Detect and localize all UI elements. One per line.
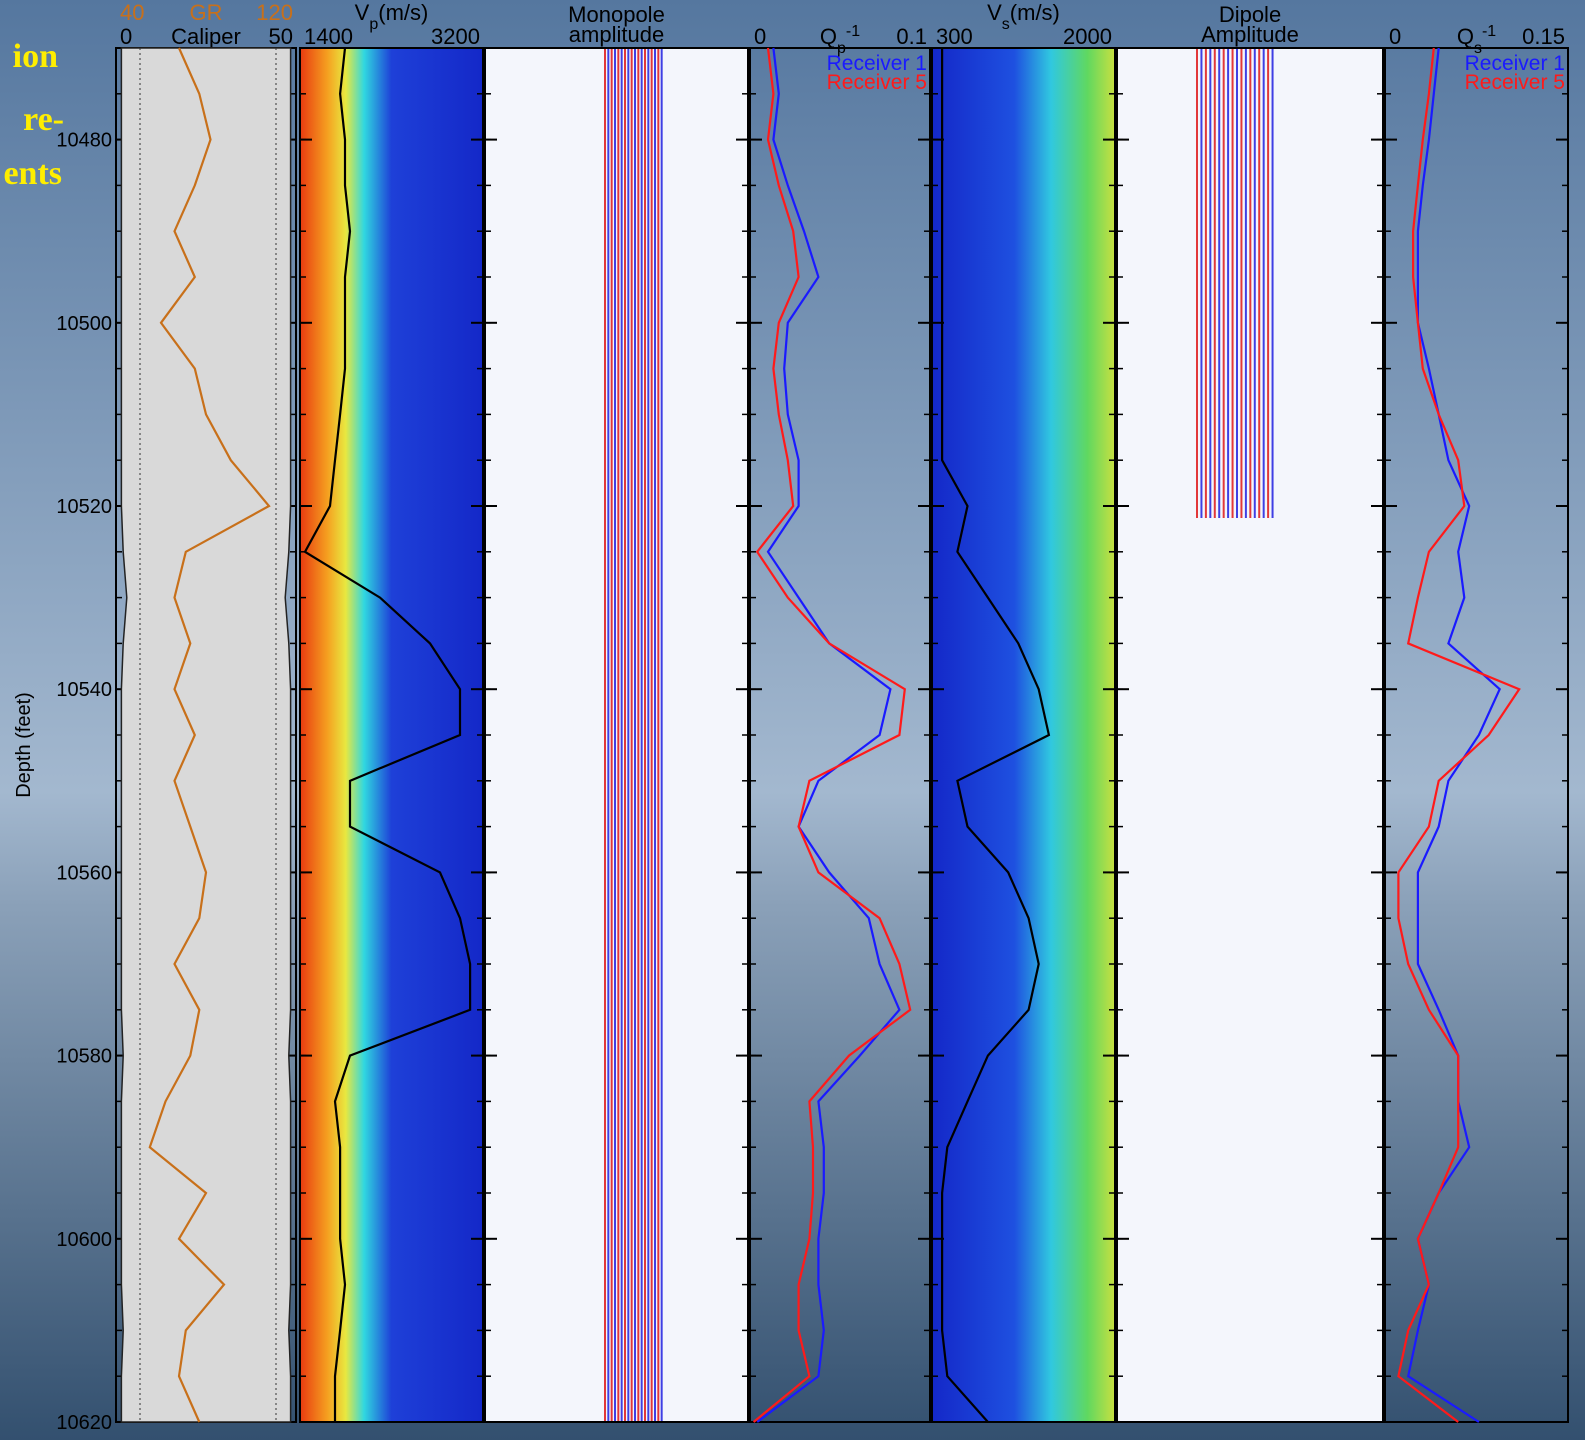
y-tick-label: 10620 — [56, 1412, 112, 1434]
waveform-background — [485, 48, 748, 1422]
log-curve — [1397, 47, 1521, 1423]
log-curve — [756, 47, 901, 1423]
axis-title: GR — [190, 0, 223, 25]
x-tick-label: 1400 — [304, 24, 353, 49]
axis-title: Caliper — [171, 24, 241, 49]
log-tracks: ion re-ents Depth (feet) 10480 10500 10520 105… — [3, 0, 1569, 1434]
log-curve — [752, 47, 912, 1423]
heatmap-background — [932, 48, 1115, 1422]
y-tick-label: 10580 — [56, 1046, 112, 1068]
legend-entry: Receiver 5 — [827, 71, 927, 94]
x-tick-label: 2000 — [1063, 24, 1112, 49]
y-tick-label: 10520 — [56, 496, 112, 518]
axis-title-part: s — [1002, 16, 1010, 33]
x-tick-label: 300 — [936, 24, 973, 49]
axis-title-part: s — [1474, 40, 1482, 57]
x-tick-label: 120 — [256, 0, 293, 25]
axis-title-part: -1 — [1482, 23, 1496, 40]
title-fragment: ents — [3, 155, 62, 192]
y-tick-label: 10560 — [56, 862, 112, 884]
y-tick-label: 10540 — [56, 679, 112, 701]
axis-title-part: V — [355, 0, 370, 25]
legend-entry: Receiver 1 — [1465, 52, 1565, 75]
axis-title-part: Q — [820, 24, 837, 49]
y-tick-label: 10600 — [56, 1229, 112, 1251]
axis-title-part: Caliper — [171, 24, 241, 49]
caliper-area — [120, 47, 292, 1423]
axis-title-part: (m/s) — [1010, 0, 1060, 25]
axis-title-part: -1 — [846, 23, 860, 40]
x-tick-label: 0.15 — [1522, 24, 1565, 49]
axis-title-part: (m/s) — [378, 0, 428, 25]
log-curve — [148, 47, 271, 1423]
axis-title: Vs(m/s) — [987, 0, 1060, 33]
log-curve — [941, 48, 1051, 1423]
axis-title: Qs-1 — [1457, 23, 1496, 57]
axis-title: Vp(m/s) — [355, 0, 429, 33]
axis-title-part: p — [837, 40, 846, 57]
track-title: amplitude — [569, 22, 664, 47]
track-title: Monopole — [568, 2, 665, 27]
axis-title-part: Q — [1457, 24, 1474, 49]
track-title: Dipole — [1219, 2, 1281, 27]
x-tick-label: 3200 — [431, 24, 480, 49]
log-curve — [303, 47, 472, 1422]
axis-title-part: p — [369, 16, 378, 33]
x-tick-label: 0 — [1389, 24, 1401, 49]
x-tick-label: 0 — [120, 24, 132, 49]
title-fragment: ion — [13, 38, 58, 75]
y-axis-label: Depth (feet) — [13, 692, 35, 798]
x-tick-label: 0 — [754, 24, 766, 49]
heatmap-background — [300, 48, 483, 1422]
y-tick-label: 10480 — [56, 130, 112, 152]
legend-entry: Receiver 5 — [1465, 71, 1565, 94]
x-tick-label: 40 — [120, 0, 144, 25]
x-tick-label: 50 — [269, 24, 293, 49]
track-title: Amplitude — [1201, 22, 1299, 47]
axis-title-part: GR — [190, 0, 223, 25]
x-tick-label: 0.1 — [896, 24, 927, 49]
axis-title: Qp-1 — [820, 23, 860, 57]
y-tick-label: 10500 — [56, 313, 112, 335]
legend-entry: Receiver 1 — [827, 52, 927, 75]
axis-title-part: V — [987, 0, 1002, 25]
title-fragment: re- — [23, 101, 64, 138]
